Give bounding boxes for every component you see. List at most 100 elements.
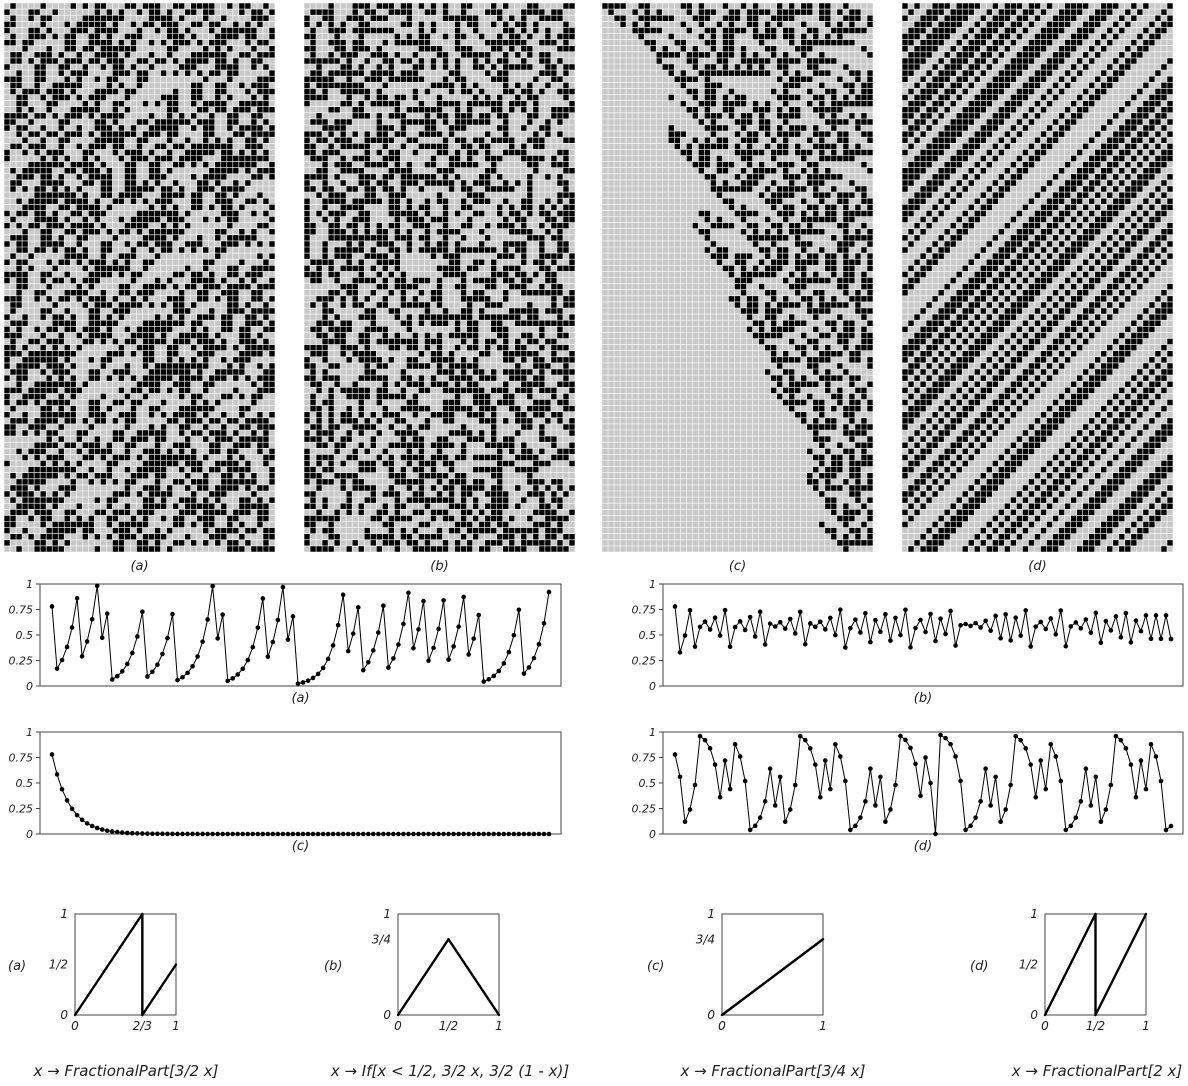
digit-cell	[106, 9, 113, 16]
digit-cell	[680, 45, 687, 52]
digit-cell	[382, 295, 389, 302]
digit-cell	[322, 247, 329, 254]
digit-cell	[400, 295, 407, 302]
digit-cell	[544, 228, 551, 235]
digit-cell	[400, 527, 407, 534]
digit-cell	[256, 76, 263, 83]
digit-cell	[208, 149, 215, 156]
digit-cell	[244, 405, 251, 412]
digit-cell	[160, 399, 167, 406]
digit-cell	[662, 45, 669, 52]
digit-cell	[268, 478, 275, 485]
digit-cell	[118, 39, 125, 46]
digit-cell	[568, 405, 575, 412]
digit-cell	[34, 76, 41, 83]
digit-cell	[866, 204, 873, 211]
digit-cell	[112, 430, 119, 437]
digit-cell	[112, 369, 119, 376]
digit-cell	[484, 70, 491, 77]
digit-cell	[58, 466, 65, 473]
digit-cell	[866, 210, 873, 217]
digit-cell	[472, 100, 479, 107]
digit-cell	[64, 356, 71, 363]
digit-cell	[388, 521, 395, 528]
digit-cell	[310, 94, 317, 101]
digit-cell	[496, 253, 503, 260]
digit-cell	[382, 362, 389, 369]
digit-cell	[562, 149, 569, 156]
digit-cell	[382, 70, 389, 77]
digit-cell	[172, 39, 179, 46]
digit-cell	[508, 137, 515, 144]
digit-cell	[806, 149, 813, 156]
digit-cell	[112, 436, 119, 443]
digit-cell	[196, 320, 203, 327]
digit-cell	[58, 295, 65, 302]
digit-cell	[304, 143, 311, 150]
digit-cell	[34, 186, 41, 193]
digit-cell	[154, 466, 161, 473]
digit-cell	[860, 88, 867, 95]
digit-cell	[184, 454, 191, 461]
digit-cell	[550, 15, 557, 22]
digit-cell	[728, 15, 735, 22]
digit-cell	[328, 210, 335, 217]
digit-cell	[226, 216, 233, 223]
digit-cell	[94, 3, 101, 10]
digit-cell	[388, 472, 395, 479]
digit-cell	[842, 39, 849, 46]
digit-cell	[88, 94, 95, 101]
digit-cell	[220, 369, 227, 376]
digit-cell	[154, 362, 161, 369]
digit-cell	[680, 39, 687, 46]
digit-cell	[202, 265, 209, 272]
digit-cell	[22, 234, 29, 241]
digit-cell	[346, 137, 353, 144]
digit-cell	[472, 381, 479, 388]
digit-cell	[226, 271, 233, 278]
digit-cell	[34, 448, 41, 455]
digit-cell	[770, 33, 777, 40]
digit-cell	[532, 308, 539, 315]
digit-cell	[812, 39, 819, 46]
digit-cell	[358, 423, 365, 430]
digit-cell	[692, 15, 699, 22]
digit-cell	[196, 179, 203, 186]
digit-cell	[352, 539, 359, 546]
digit-cell	[208, 204, 215, 211]
digit-cell	[16, 70, 23, 77]
digit-cell	[860, 82, 867, 89]
digit-cell	[160, 240, 167, 247]
digit-cell	[64, 509, 71, 516]
digit-cell	[484, 155, 491, 162]
digit-cell	[848, 82, 855, 89]
digit-cell	[406, 448, 413, 455]
digit-cell	[262, 430, 269, 437]
digit-cell	[22, 137, 29, 144]
digit-cell	[226, 70, 233, 77]
digit-cell	[88, 167, 95, 174]
digit-cell	[484, 301, 491, 308]
digit-cell	[22, 509, 29, 516]
digit-cell	[620, 3, 627, 10]
digit-cell	[514, 216, 521, 223]
digit-cell	[22, 228, 29, 235]
digit-cell	[478, 484, 485, 491]
digit-cell	[148, 161, 155, 168]
digit-cell	[160, 436, 167, 443]
digit-cell	[94, 100, 101, 107]
digit-cell	[118, 216, 125, 223]
digit-cell	[316, 265, 323, 272]
digit-cell	[88, 45, 95, 52]
digit-cell	[334, 472, 341, 479]
digit-cell	[328, 192, 335, 199]
digit-cell	[22, 94, 29, 101]
digit-cell	[722, 198, 729, 205]
digit-cell	[818, 39, 825, 46]
digit-cell	[538, 326, 545, 333]
digit-cell	[812, 143, 819, 150]
digit-cell	[556, 57, 563, 64]
digit-cell	[22, 112, 29, 119]
digit-cell	[178, 161, 185, 168]
digit-cell	[562, 88, 569, 95]
